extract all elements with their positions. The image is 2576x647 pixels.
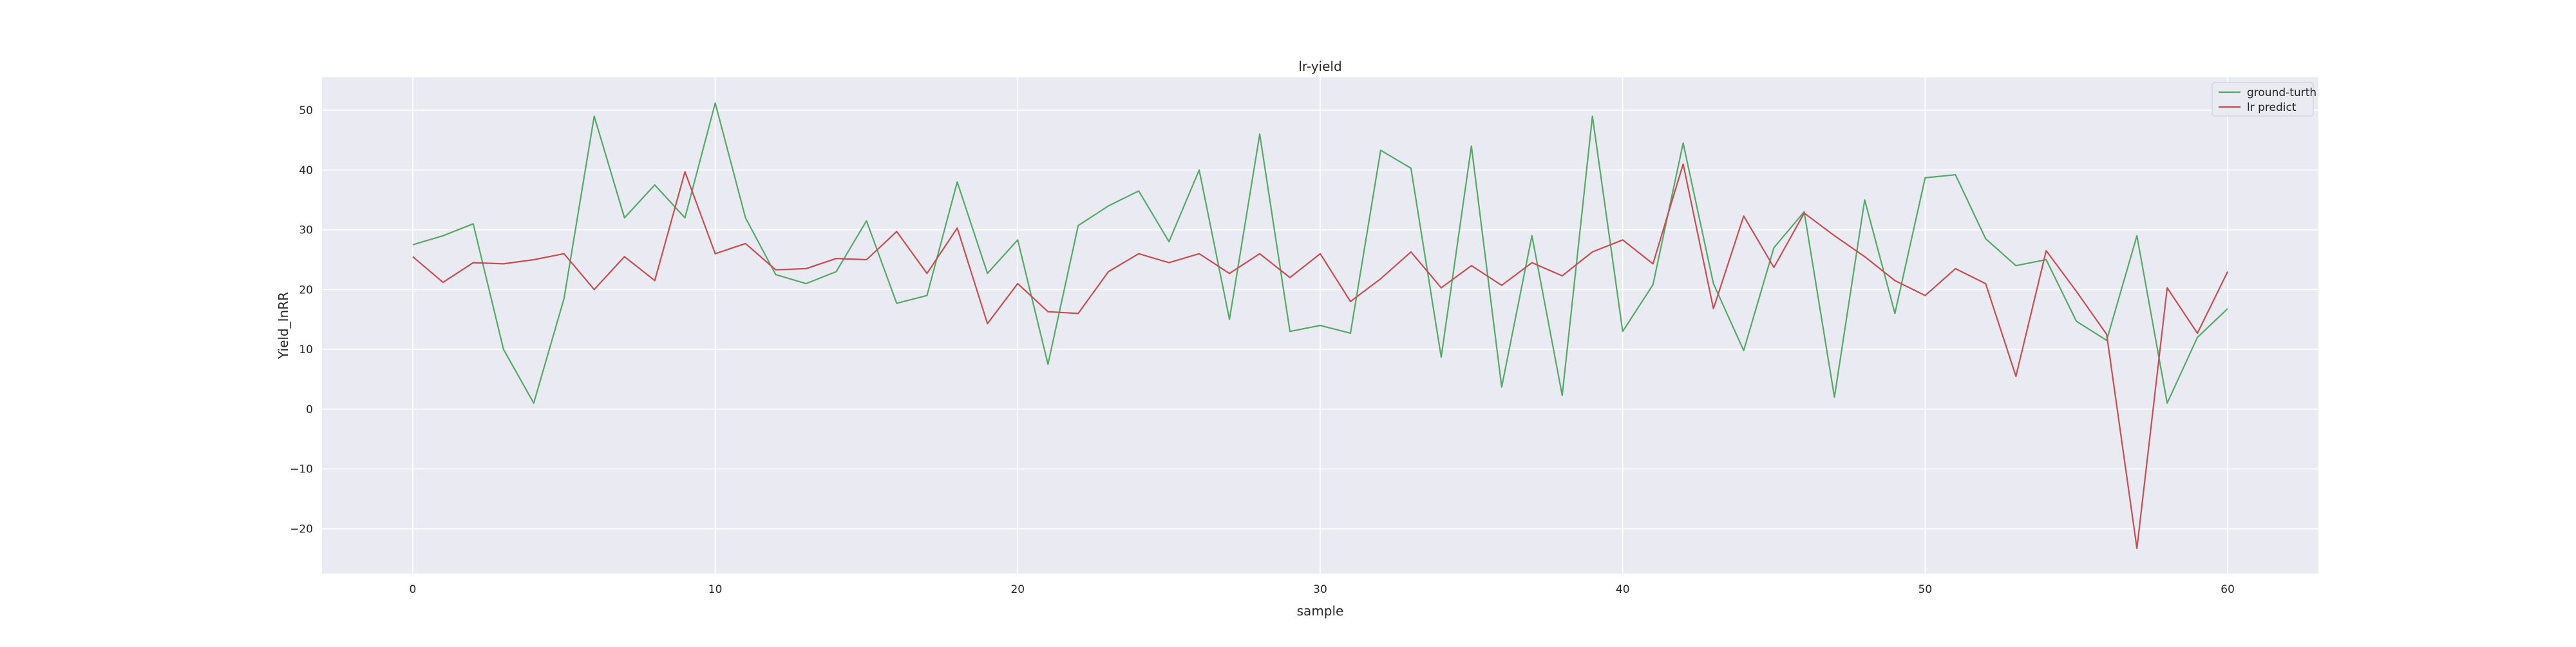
series-line-lr-predict bbox=[412, 163, 2229, 550]
y-tick-label: 50 bbox=[299, 104, 313, 117]
tick-labels: 0 10 20 30 40 50 60 −20 −10 0 10 20 30 40 50 bbox=[290, 104, 2235, 596]
y-tick-label: 10 bbox=[299, 343, 313, 356]
legend-label: lr predict bbox=[2247, 101, 2297, 114]
series-line-ground-turth bbox=[412, 102, 2228, 404]
y-tick-label: 40 bbox=[299, 164, 313, 177]
grid bbox=[322, 77, 2318, 574]
legend: ground-turth lr predict bbox=[2211, 82, 2316, 117]
y-tick-label: −10 bbox=[290, 463, 313, 476]
x-tick-label: 30 bbox=[1313, 583, 1327, 596]
y-tick-label: 0 bbox=[306, 403, 313, 416]
chart-title: lr-yield bbox=[1298, 59, 1341, 74]
x-tick-label: 50 bbox=[1918, 583, 1933, 596]
x-tick-label: 60 bbox=[2221, 583, 2235, 596]
y-tick-label: 20 bbox=[299, 284, 313, 296]
y-axis-title: Yield_InRR bbox=[276, 292, 291, 360]
legend-label: ground-turth bbox=[2247, 86, 2316, 99]
series-lines bbox=[412, 102, 2229, 550]
x-axis-title: sample bbox=[1297, 603, 1344, 619]
x-tick-label: 20 bbox=[1010, 583, 1025, 596]
x-tick-label: 10 bbox=[708, 583, 723, 596]
y-tick-label: 30 bbox=[299, 224, 313, 237]
y-tick-label: −20 bbox=[290, 523, 313, 536]
x-tick-label: 40 bbox=[1616, 583, 1630, 596]
x-tick-label: 0 bbox=[409, 583, 416, 596]
